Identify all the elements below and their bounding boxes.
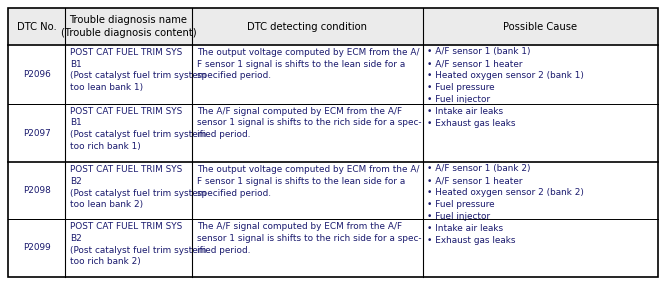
Text: POST CAT FUEL TRIM SYS
B1
(Post catalyst fuel trim system
too rich bank 1): POST CAT FUEL TRIM SYS B1 (Post catalyst… [70,107,206,150]
Text: Trouble diagnosis name
(Trouble diagnosis content): Trouble diagnosis name (Trouble diagnosi… [61,15,196,38]
Text: P2096: P2096 [23,70,51,79]
Text: • A/F sensor 1 (bank 2)
• A/F sensor 1 heater
• Heated oxygen sensor 2 (bank 2)
: • A/F sensor 1 (bank 2) • A/F sensor 1 h… [428,164,584,245]
Text: The A/F signal computed by ECM from the A/F
sensor 1 signal is shifts to the ric: The A/F signal computed by ECM from the … [196,222,421,255]
Text: POST CAT FUEL TRIM SYS
B2
(Post catalyst fuel trim system
too lean bank 2): POST CAT FUEL TRIM SYS B2 (Post catalyst… [70,165,206,209]
Text: DTC detecting condition: DTC detecting condition [247,22,368,32]
Text: P2099: P2099 [23,243,51,253]
Text: POST CAT FUEL TRIM SYS
B1
(Post catalyst fuel trim system
too lean bank 1): POST CAT FUEL TRIM SYS B1 (Post catalyst… [70,48,206,92]
Text: DTC No.: DTC No. [17,22,57,32]
Text: P2098: P2098 [23,186,51,196]
Bar [424,219,657,220]
Text: Possible Cause: Possible Cause [503,22,577,32]
Text: The output voltage computed by ECM from the A/
F sensor 1 signal is shifts to th: The output voltage computed by ECM from … [196,165,419,198]
Text: • A/F sensor 1 (bank 1)
• A/F sensor 1 heater
• Heated oxygen sensor 2 (bank 1)
: • A/F sensor 1 (bank 1) • A/F sensor 1 h… [428,47,584,128]
Bar [424,103,657,105]
Text: The output voltage computed by ECM from the A/
F sensor 1 signal is shifts to th: The output voltage computed by ECM from … [196,48,419,80]
Text: The A/F signal computed by ECM from the A/F
sensor 1 signal is shifts to the ric: The A/F signal computed by ECM from the … [196,107,421,139]
Bar [8,8,658,45]
Text: P2097: P2097 [23,129,51,138]
Text: POST CAT FUEL TRIM SYS
B2
(Post catalyst fuel trim system
too rich bank 2): POST CAT FUEL TRIM SYS B2 (Post catalyst… [70,222,206,266]
